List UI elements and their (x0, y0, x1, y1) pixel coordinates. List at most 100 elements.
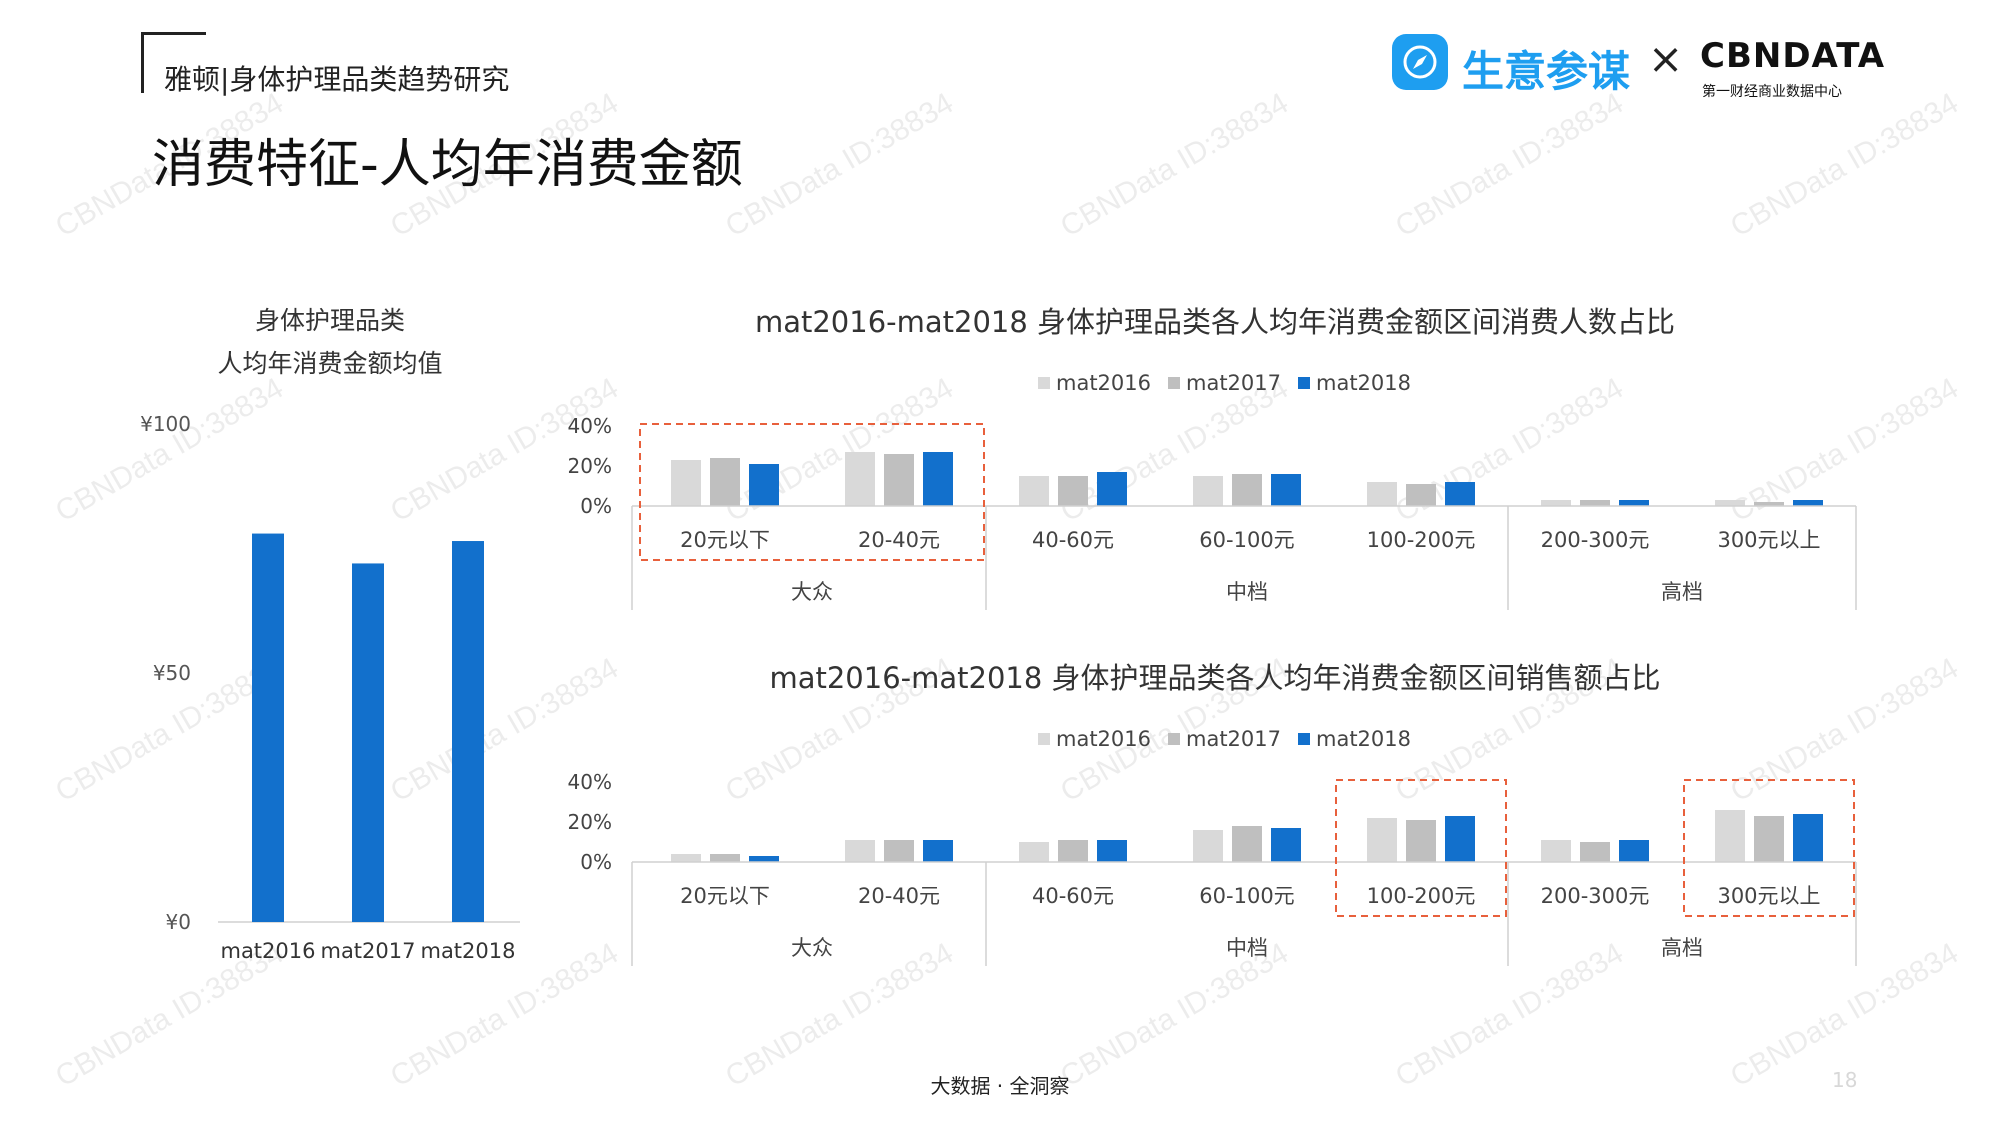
partner-logo-text: CBNDATA (1700, 36, 1886, 76)
people_share-legend-swatch (1038, 377, 1050, 389)
footer-text: 大数据 · 全洞察 (930, 1074, 1070, 1098)
sales_share-bar (1715, 810, 1745, 862)
people_share-category-label: 20-40元 (858, 528, 940, 552)
avg-chart-xtick-label: mat2016 (220, 939, 315, 963)
sales_share-bar (884, 840, 914, 862)
sales_share-category-label: 300元以上 (1717, 884, 1820, 908)
sales_share-legend-label: mat2018 (1316, 727, 1411, 751)
people_share-bar (1367, 482, 1397, 506)
sales_share-bar (1232, 826, 1262, 862)
sales_share-category-label: 60-100元 (1199, 884, 1294, 908)
sales_share-category-label: 20元以下 (680, 884, 770, 908)
sales_share-bar (671, 854, 701, 862)
partner-logo-subtitle: 第一财经商业数据中心 (1702, 84, 1842, 100)
sales_share-title: mat2016-mat2018 身体护理品类各人均年消费金额区间销售额占比 (769, 661, 1660, 695)
people_share-group-label: 高档 (1661, 580, 1703, 604)
people_share-group-label: 大众 (791, 580, 833, 604)
people_share-category-label: 60-100元 (1199, 528, 1294, 552)
people_share-bar (884, 454, 914, 506)
people_share-bar (1097, 472, 1127, 506)
people_share-category-label: 100-200元 (1367, 528, 1476, 552)
people_share-legend-swatch (1168, 377, 1180, 389)
people_share-highlight-box (639, 423, 985, 561)
sales_share-highlight-box (1683, 779, 1855, 917)
avg-chart-ytick-label: ¥50 (153, 661, 191, 685)
people_share-category-label: 300元以上 (1717, 528, 1820, 552)
sales_share-bar (1271, 828, 1301, 862)
people_share-bar (1058, 476, 1088, 506)
sales_share-bar (749, 856, 779, 862)
sales_share-ytick-label: 20% (568, 810, 612, 834)
sales_share-bar (1754, 816, 1784, 862)
sales_share-bar (1097, 840, 1127, 862)
people_share-ytick-label: 0% (580, 494, 612, 518)
people_share-group-label: 中档 (1226, 580, 1268, 604)
compass-icon (1392, 34, 1448, 90)
sales_share-category-label: 40-60元 (1032, 884, 1114, 908)
avg-chart-title-line: 身体护理品类 (255, 306, 405, 335)
avg-chart-ytick-label: ¥0 (166, 910, 191, 934)
sales_share-bar (1445, 816, 1475, 862)
sales_share-group-label: 中档 (1226, 936, 1268, 960)
people_share-ytick-label: 40% (568, 414, 612, 438)
people_share-bar (845, 452, 875, 506)
page-number: 18 (1832, 1068, 1858, 1092)
sales_share-bar (1541, 840, 1571, 862)
sales_share-group-label: 高档 (1661, 936, 1703, 960)
sales_share-legend-swatch (1168, 733, 1180, 745)
people_share-bar (1715, 500, 1745, 506)
sales_share-legend-label: mat2016 (1056, 727, 1151, 751)
sales_share-group-label: 大众 (791, 936, 833, 960)
people_share-legend-label: mat2018 (1316, 371, 1411, 395)
people_share-bar (1271, 474, 1301, 506)
sales_share-bar (1619, 840, 1649, 862)
people_share-bar (1754, 502, 1784, 506)
people_share-bar (1445, 482, 1475, 506)
people_share-bar (1193, 476, 1223, 506)
avg-chart-bar (352, 563, 384, 922)
people_share-bar (671, 460, 701, 506)
sales_share-category-label: 200-300元 (1541, 884, 1650, 908)
sales_share-ytick-label: 0% (580, 850, 612, 874)
people_share-category-label: 40-60元 (1032, 528, 1114, 552)
people_share-legend-label: mat2016 (1056, 371, 1151, 395)
avg-chart-bar (252, 533, 284, 922)
avg-chart-bar (452, 541, 484, 922)
sales_share-bar (923, 840, 953, 862)
people_share-bar (749, 464, 779, 506)
people_share-bar (1619, 500, 1649, 506)
sales_share-bar (1406, 820, 1436, 862)
sales_share-bar (1367, 818, 1397, 862)
brand-cross: × (1648, 34, 1684, 83)
brand-logo: 生意参谋 × CBNDATA 第一财经商业数据中心 (1392, 34, 1884, 104)
avg-chart-xtick-label: mat2018 (420, 939, 515, 963)
sales_share-highlight-box (1335, 779, 1507, 917)
sales_share-bar (710, 854, 740, 862)
avg-chart-ytick-label: ¥100 (140, 412, 191, 436)
sales_share-legend-label: mat2017 (1186, 727, 1281, 751)
sales_share-legend-swatch (1038, 733, 1050, 745)
people_share-bar (710, 458, 740, 506)
people_share-bar (1019, 476, 1049, 506)
avg-chart-xtick-label: mat2017 (320, 939, 415, 963)
sales_share-category-label: 20-40元 (858, 884, 940, 908)
people_share-legend-label: mat2017 (1186, 371, 1281, 395)
sales_share-category-label: 100-200元 (1367, 884, 1476, 908)
people_share-legend-swatch (1298, 377, 1310, 389)
header-bracket (141, 32, 206, 93)
page-title: 消费特征-人均年消费金额 (152, 135, 743, 195)
sales_share-bar (1793, 814, 1823, 862)
people_share-bar (923, 452, 953, 506)
people_share-bar (1541, 500, 1571, 506)
people_share-title: mat2016-mat2018 身体护理品类各人均年消费金额区间消费人数占比 (755, 305, 1675, 339)
sales_share-bar (1058, 840, 1088, 862)
sales_share-bar (845, 840, 875, 862)
brand-name: 生意参谋 (1462, 47, 1631, 96)
people_share-bar (1580, 500, 1610, 506)
sales_share-ytick-label: 40% (568, 770, 612, 794)
people_share-bar (1406, 484, 1436, 506)
people_share-ytick-label: 20% (568, 454, 612, 478)
people_share-category-label: 20元以下 (680, 528, 770, 552)
people_share-bar (1232, 474, 1262, 506)
